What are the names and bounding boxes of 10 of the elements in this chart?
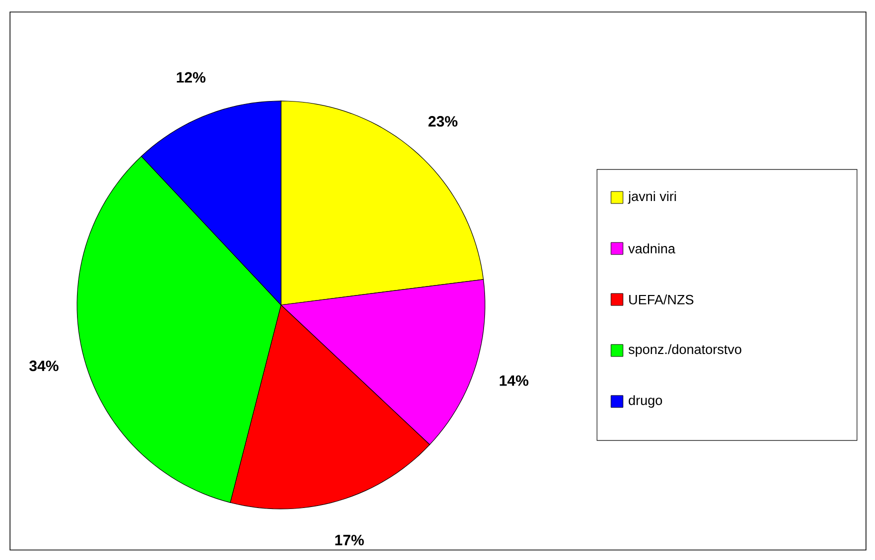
- data-label: 23%: [428, 116, 458, 127]
- data-label: 14%: [500, 375, 528, 386]
- legend-label: vadnina: [628, 244, 676, 254]
- legend-label: UEFA/NZS: [629, 294, 694, 304]
- legend-label: drugo: [628, 395, 662, 408]
- data-label: 34%: [29, 360, 58, 372]
- legend-label: javni viri: [628, 191, 676, 204]
- data-label: 12%: [176, 72, 206, 83]
- data-label: 17%: [335, 534, 364, 546]
- legend-label: sponz./donatorstvo: [628, 344, 742, 357]
